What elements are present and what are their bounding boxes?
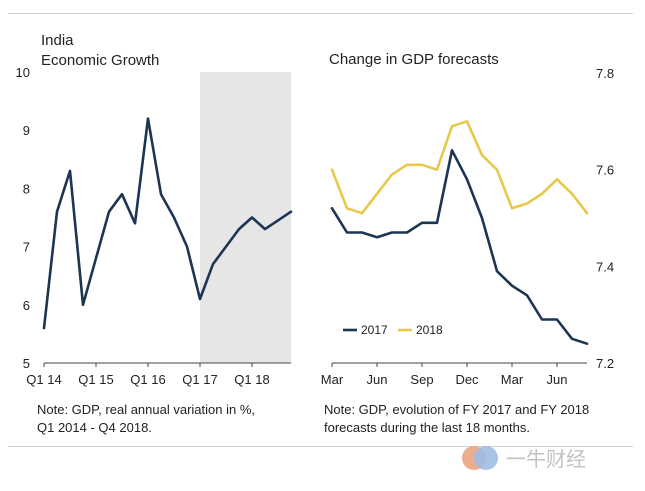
x-tick-label: Dec: [455, 372, 479, 387]
left-x-axis-ticks: Q1 14 Q1 15 Q1 16 Q1 17 Q1 18: [26, 363, 270, 387]
y-tick-label: 8: [23, 181, 30, 196]
forecast-shaded-region: [200, 72, 291, 363]
watermark-logo: 一牛财经: [462, 446, 586, 471]
x-tick-label: Mar: [501, 372, 524, 387]
x-tick-label: Q1 14: [26, 372, 61, 387]
y-tick-label: 6: [23, 298, 30, 313]
left-chart-title: India: [41, 32, 74, 49]
y-tick-label: 10: [16, 65, 30, 80]
y-tick-label: 7: [23, 240, 30, 255]
bottom-divider: [8, 446, 633, 447]
x-tick-label: Sep: [410, 372, 433, 387]
y-tick-label: 7.4: [596, 259, 614, 274]
watermark-icon-overlap: [474, 446, 498, 470]
y-tick-label: 7.6: [596, 163, 614, 178]
x-tick-label: Jun: [547, 372, 568, 387]
y-tick-label: 7.2: [596, 356, 614, 371]
series-line-2018: [330, 120, 589, 215]
x-tick-label: Q1 16: [130, 372, 165, 387]
series-line-gdp: [42, 117, 293, 330]
right-chart-title: Change in GDP forecasts: [329, 51, 499, 68]
right-x-axis-ticks: Mar Jun Sep Dec Mar Jun: [321, 363, 568, 387]
right-y-axis-ticks: 7.2 7.4 7.6 7.8: [596, 66, 614, 371]
series-line-2017: [330, 149, 589, 346]
left-y-axis-ticks: 5 6 7 8 9 10: [16, 65, 30, 371]
y-tick-label: 9: [23, 123, 30, 138]
x-tick-label: Q1 15: [78, 372, 113, 387]
legend-label-2017: 2017: [361, 323, 388, 337]
right-series: [330, 120, 589, 346]
right-legend: 2017 2018: [343, 323, 443, 337]
left-chart-subtitle: Economic Growth: [41, 52, 159, 69]
left-series: [42, 117, 293, 330]
x-tick-label: Q1 17: [182, 372, 217, 387]
y-tick-label: 5: [23, 356, 30, 371]
top-divider: [8, 13, 633, 14]
x-tick-label: Mar: [321, 372, 344, 387]
right-note-line2: forecasts during the last 18 months.: [324, 420, 530, 435]
right-chart: Change in GDP forecasts 7.2 7.4 7.6 7.8 Mar…: [321, 51, 614, 435]
left-chart: India Economic Growth 5 6 7 8 9 10 Q1 14 Q1 15…: [16, 32, 293, 435]
left-note-line2: Q1 2014 - Q4 2018.: [37, 420, 152, 435]
right-note: Note: GDP, evolution of FY 2017 and FY 2…: [324, 402, 589, 417]
y-tick-label: 7.8: [596, 66, 614, 81]
x-tick-label: Q1 18: [234, 372, 269, 387]
watermark-text: 一牛财经: [506, 448, 586, 471]
left-note: Note: GDP, real annual variation in %,: [37, 402, 255, 417]
legend-label-2018: 2018: [416, 323, 443, 337]
x-tick-label: Jun: [367, 372, 388, 387]
